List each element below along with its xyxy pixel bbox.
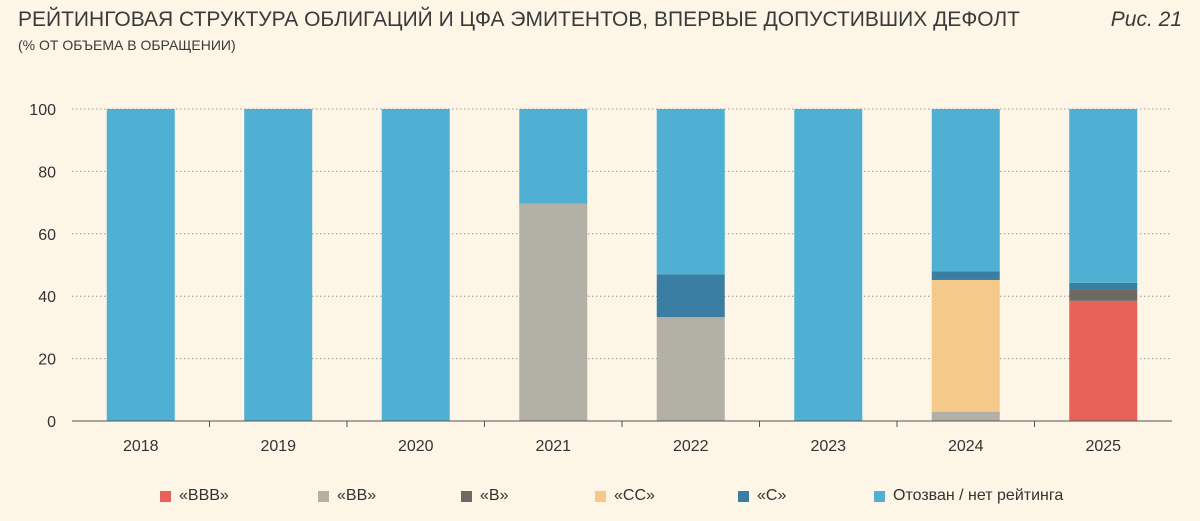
bar-segment — [1069, 109, 1138, 283]
x-tick-label: 2019 — [260, 438, 296, 455]
legend-item: «C» — [738, 482, 786, 510]
bar-segment — [381, 109, 450, 421]
bar-segment — [1069, 300, 1138, 421]
figure-label: Рис. 21 — [1110, 8, 1182, 31]
y-tick-label: 100 — [29, 102, 56, 119]
legend-item: «B» — [461, 482, 508, 510]
bar-segment — [106, 109, 175, 421]
chart-header: РЕЙТИНГОВАЯ СТРУКТУРА ОБЛИГАЦИЙ И ЦФА ЭМ… — [18, 8, 1182, 58]
bar-segment — [931, 109, 1000, 272]
bar-segment — [656, 274, 725, 318]
bar-segment — [931, 271, 1000, 280]
bar-segment — [656, 109, 725, 275]
chart-title: РЕЙТИНГОВАЯ СТРУКТУРА ОБЛИГАЦИЙ И ЦФА ЭМ… — [18, 8, 1020, 31]
chart-legend: «BBB» «BB» «B» «CC» «C» Отозван / нет рейтинг… — [0, 482, 1200, 510]
bar-segment — [931, 411, 1000, 421]
legend-swatch — [738, 490, 749, 502]
legend-label: «C» — [757, 487, 787, 504]
x-tick-label: 2018 — [123, 438, 159, 455]
legend-swatch — [461, 490, 472, 502]
legend-item: «BBB» — [160, 482, 229, 510]
legend-item: «CC» — [595, 482, 655, 510]
x-tick-label: 2022 — [673, 438, 709, 455]
y-tick-label: 80 — [38, 164, 56, 181]
chart-subtitle: (% ОТ ОБЪЕМА В ОБРАЩЕНИИ) — [18, 37, 236, 53]
legend-swatch — [595, 490, 606, 502]
bar-segment — [519, 203, 588, 421]
y-tick-label: 40 — [38, 289, 56, 306]
legend-label: «CC» — [614, 487, 655, 504]
bar-segment — [1069, 282, 1138, 290]
legend-label: «BBB» — [179, 487, 229, 504]
bar-segment — [519, 109, 588, 204]
legend-label: «B» — [480, 487, 509, 504]
legend-item: «BB» — [318, 482, 376, 510]
legend-label: «BB» — [337, 487, 377, 504]
legend-swatch — [874, 490, 885, 502]
bar-segment — [244, 109, 313, 421]
bar-segment — [656, 317, 725, 421]
legend-item: Отозван / нет рейтинга — [874, 482, 1063, 510]
y-tick-label: 60 — [38, 227, 56, 244]
bar-segment — [931, 279, 1000, 412]
y-tick-label: 0 — [47, 414, 56, 431]
x-tick-label: 2020 — [398, 438, 434, 455]
legend-swatch — [318, 490, 329, 502]
bar-segment — [1069, 289, 1138, 301]
stacked-bar-chart: 0 20 40 60 80 100 2018 2019 2020 2021 2022 2023 2024… — [29, 102, 1172, 455]
x-tick-label: 2025 — [1085, 438, 1121, 455]
y-tick-label: 20 — [38, 352, 56, 369]
x-tick-label: 2023 — [810, 438, 846, 455]
legend-label: Отозван / нет рейтинга — [893, 487, 1064, 504]
bar-segment — [794, 109, 863, 421]
x-tick-label: 2021 — [535, 438, 571, 455]
legend-swatch — [160, 490, 171, 502]
x-tick-label: 2024 — [948, 438, 984, 455]
